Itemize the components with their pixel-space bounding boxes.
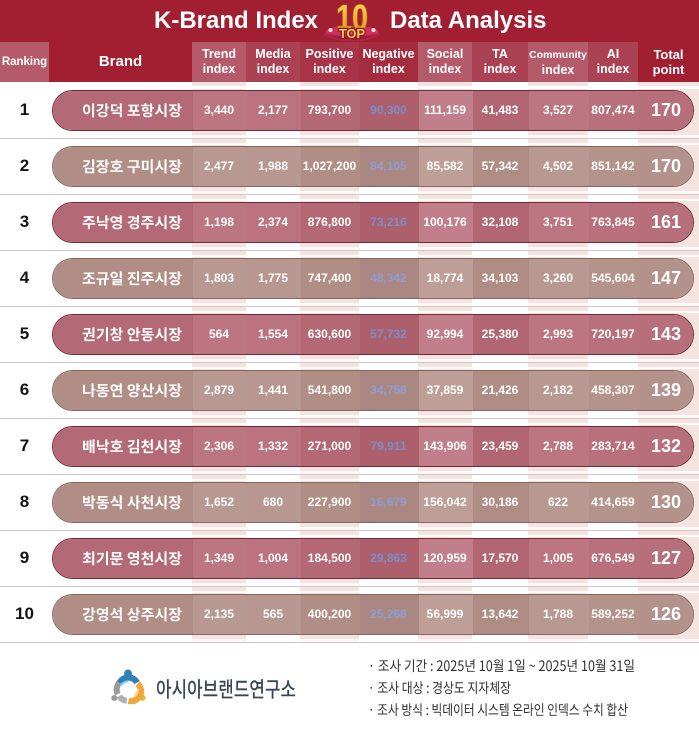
svg-text:10: 10: [336, 1, 368, 38]
svg-text:TOP: TOP: [339, 26, 365, 41]
